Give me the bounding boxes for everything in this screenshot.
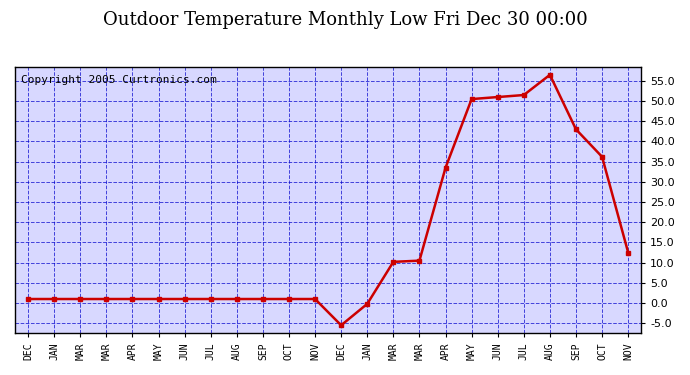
Text: Outdoor Temperature Monthly Low Fri Dec 30 00:00: Outdoor Temperature Monthly Low Fri Dec … [103,11,587,29]
Text: Copyright 2005 Curtronics.com: Copyright 2005 Curtronics.com [21,75,217,85]
